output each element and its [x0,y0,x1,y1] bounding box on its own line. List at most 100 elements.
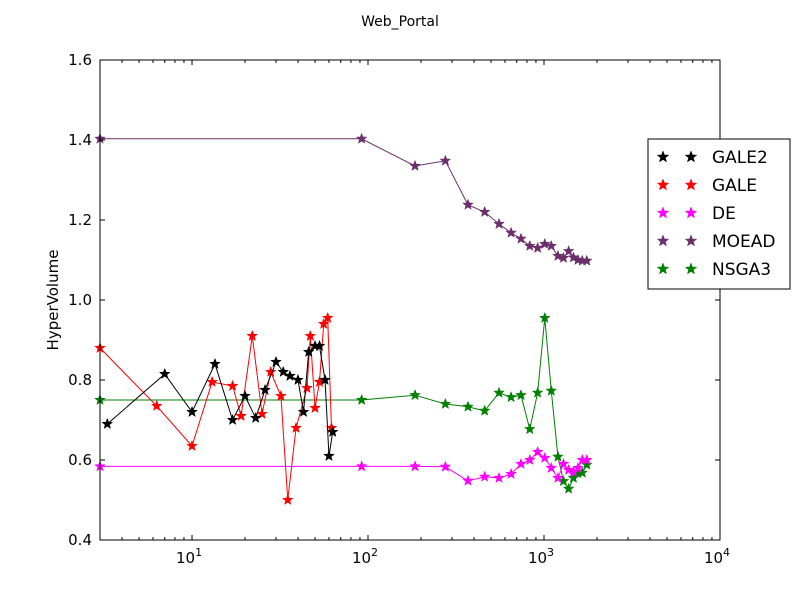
data-point [531,386,544,398]
data-point [505,390,517,403]
data-point [226,379,239,392]
data-point [150,399,163,412]
data-point [580,458,593,470]
data-point [538,311,551,324]
series-line [100,138,587,262]
plot-frame [99,59,721,541]
data-point [462,198,474,210]
data-point [493,217,505,230]
data-point [249,411,262,424]
data-point [557,457,570,470]
data-point [277,365,290,378]
data-point [545,461,558,474]
series-nsga3 [94,311,593,494]
y-tick-label: 1.2 [68,211,92,229]
data-point [409,460,421,472]
legend-label: GALE [712,176,757,196]
data-point [206,375,218,388]
data-point [552,249,564,262]
legend-marker [684,178,698,191]
data-point [580,453,593,466]
data-point [355,393,368,406]
legend: GALE2 GALE DE MOEAD NSGA3 [647,138,791,290]
data-point [313,339,326,352]
data-point [545,239,558,252]
data-point [297,405,310,418]
data-point [246,329,259,342]
legend-marker [656,150,670,163]
legend-marker [656,262,670,275]
legend-item: NSGA3 [656,260,771,280]
data-point [515,388,527,401]
data-point [515,457,527,470]
legend-marker [656,178,670,191]
chart-title: Web_Portal [361,14,439,30]
series-gale [94,311,338,506]
axes: 0.4 0.6 0.8 1.0 1.2 1.4 1.6 101 102 103 104 [68,51,730,567]
data-point [523,453,536,466]
data-point [493,471,505,484]
data-point [317,317,330,330]
data-point [281,493,294,506]
data-point [545,384,558,396]
x-tick-label: 101 [176,546,202,567]
data-point [209,357,221,370]
y-tick-label: 1.4 [68,131,92,149]
data-point [580,254,593,266]
legend-item: DE [656,204,736,224]
data-point [523,422,536,435]
legend-marker [684,150,698,163]
series-de [94,445,593,486]
x-tick-label: 102 [352,546,378,567]
data-point [239,389,251,402]
data-point [355,132,368,144]
y-axis-label: HyperVolume [44,250,62,351]
data-point [557,251,570,264]
data-point [186,439,198,452]
data-point [462,474,474,486]
data-point [531,241,544,254]
data-point [186,405,198,418]
legend-item: GALE [656,176,757,196]
data-point [226,413,239,426]
data-point [290,421,302,434]
data-point [552,471,564,484]
series-gale2 [101,339,339,462]
y-tick-label: 0.4 [68,531,92,549]
data-point [493,386,505,398]
plot-area [94,132,593,506]
data-point [304,329,317,342]
legend-marker [684,206,698,219]
data-point [439,397,452,410]
data-point [309,401,321,414]
data-point [439,460,452,472]
data-point [523,239,536,252]
data-point [505,467,517,480]
data-point [284,369,296,382]
series-line [99,316,332,501]
data-point [355,460,368,472]
data-point [259,383,271,396]
legend-box [647,138,791,290]
data-point [270,355,282,368]
legend-label: GALE2 [712,148,768,168]
data-point [478,205,491,218]
y-tick-label: 1.6 [68,51,92,69]
data-point [478,404,491,416]
data-point [538,237,551,250]
legend-marker [684,262,698,275]
data-point [562,244,575,257]
data-point [478,470,491,482]
data-point [409,388,421,401]
data-point [576,466,589,478]
x-tick-label: 103 [528,546,554,567]
legend-label: MOEAD [712,232,776,252]
data-point [326,425,339,438]
data-point [101,417,114,430]
legend-item: GALE2 [656,148,768,168]
data-point [462,400,474,412]
data-point [567,471,580,484]
y-tick-label: 1.0 [68,291,92,309]
data-point [158,367,171,380]
